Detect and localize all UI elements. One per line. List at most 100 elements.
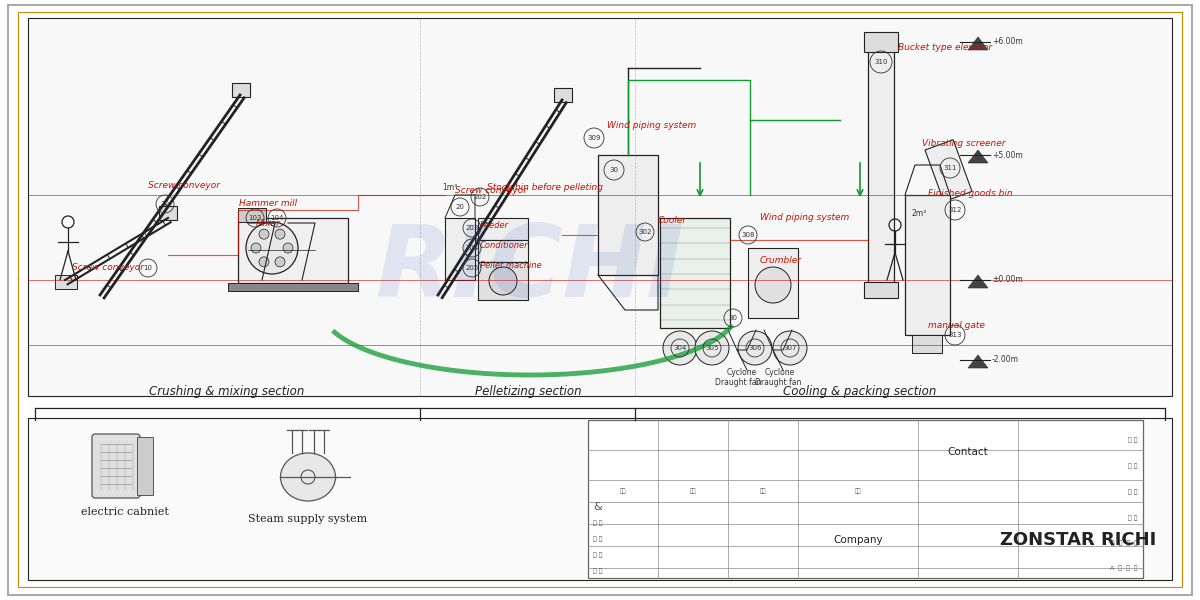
Text: 309: 309 bbox=[587, 135, 601, 141]
Circle shape bbox=[259, 257, 269, 267]
Text: 307: 307 bbox=[784, 345, 797, 351]
Circle shape bbox=[283, 243, 293, 253]
Text: 306: 306 bbox=[749, 345, 762, 351]
Text: +6.00m: +6.00m bbox=[992, 37, 1022, 46]
Text: Wind piping system: Wind piping system bbox=[760, 213, 850, 222]
Polygon shape bbox=[968, 37, 988, 50]
Text: Pelletizing section: Pelletizing section bbox=[475, 385, 581, 398]
Text: 311: 311 bbox=[943, 165, 956, 171]
Text: 10: 10 bbox=[161, 201, 169, 207]
Text: Stock bin before pelleting: Stock bin before pelleting bbox=[487, 183, 604, 192]
Text: 203: 203 bbox=[466, 225, 479, 231]
Text: 205: 205 bbox=[466, 265, 479, 271]
Text: +5.00m: +5.00m bbox=[992, 151, 1022, 160]
Text: 104: 104 bbox=[270, 215, 283, 221]
Text: 制 图: 制 图 bbox=[593, 536, 602, 542]
Text: Screw conveyor: Screw conveyor bbox=[148, 181, 220, 190]
Text: ZONSTAR RICHI: ZONSTAR RICHI bbox=[1000, 531, 1156, 549]
Text: 10: 10 bbox=[144, 265, 152, 271]
Text: Draught fan: Draught fan bbox=[715, 378, 761, 387]
Bar bbox=[28, 18, 1172, 396]
Bar bbox=[228, 283, 358, 291]
Circle shape bbox=[773, 331, 808, 365]
Bar bbox=[912, 335, 942, 353]
Polygon shape bbox=[968, 275, 988, 288]
Text: manual gate: manual gate bbox=[928, 321, 985, 330]
Bar bbox=[55, 275, 77, 289]
Text: Cyclone: Cyclone bbox=[764, 368, 796, 377]
Text: Cooler: Cooler bbox=[658, 216, 686, 225]
Bar bbox=[238, 218, 348, 283]
Bar bbox=[598, 155, 658, 275]
Bar bbox=[238, 208, 266, 222]
Text: Mixer: Mixer bbox=[256, 219, 281, 228]
Bar bbox=[660, 218, 730, 328]
Text: 2m³: 2m³ bbox=[912, 209, 928, 218]
Text: Bucket type elevator: Bucket type elevator bbox=[898, 43, 992, 52]
Text: 图 号: 图 号 bbox=[1128, 437, 1138, 443]
Polygon shape bbox=[968, 150, 988, 163]
Text: Crumbler: Crumbler bbox=[760, 256, 802, 265]
Text: 312: 312 bbox=[948, 207, 961, 213]
Ellipse shape bbox=[281, 453, 336, 501]
Bar bbox=[137, 437, 154, 495]
Bar bbox=[868, 38, 894, 290]
Text: 材 料: 材 料 bbox=[1128, 463, 1138, 469]
Text: Company: Company bbox=[833, 535, 883, 545]
Text: 30: 30 bbox=[728, 315, 738, 321]
Text: A  幅  图  第: A 幅 图 第 bbox=[1110, 565, 1138, 571]
Text: 日期: 日期 bbox=[854, 488, 862, 494]
Circle shape bbox=[246, 222, 298, 274]
Text: Pellet machine: Pellet machine bbox=[480, 260, 541, 269]
Bar bbox=[588, 420, 1142, 578]
Bar bbox=[28, 418, 1172, 580]
Circle shape bbox=[275, 229, 286, 239]
Text: ±0.00m: ±0.00m bbox=[992, 275, 1022, 284]
Text: 313: 313 bbox=[948, 332, 961, 338]
Text: Crushing & mixing section: Crushing & mixing section bbox=[149, 385, 305, 398]
Text: 校 对: 校 对 bbox=[593, 568, 602, 574]
Bar bbox=[905, 195, 950, 335]
Text: 204: 204 bbox=[466, 245, 479, 251]
Text: Cyclone: Cyclone bbox=[727, 368, 757, 377]
Polygon shape bbox=[968, 355, 988, 368]
Text: 标记: 标记 bbox=[619, 488, 626, 494]
Text: Feeder: Feeder bbox=[480, 220, 509, 229]
Text: &: & bbox=[593, 502, 601, 512]
Bar bbox=[748, 248, 798, 318]
Circle shape bbox=[755, 267, 791, 303]
Bar bbox=[445, 218, 475, 280]
Text: electric cabniet: electric cabniet bbox=[82, 507, 169, 517]
Text: 描 图: 描 图 bbox=[593, 552, 602, 557]
Text: 签字: 签字 bbox=[760, 488, 767, 494]
Circle shape bbox=[738, 331, 772, 365]
Text: Draught fan: Draught fan bbox=[755, 378, 802, 387]
Bar bbox=[232, 83, 250, 97]
Bar bbox=[478, 240, 528, 262]
Text: Cooling & packing section: Cooling & packing section bbox=[784, 385, 937, 398]
Bar bbox=[160, 206, 178, 220]
Text: Conditioner: Conditioner bbox=[480, 241, 529, 250]
Text: 处数: 处数 bbox=[690, 488, 696, 494]
Text: 310: 310 bbox=[875, 59, 888, 65]
Text: Screw conveyor: Screw conveyor bbox=[72, 263, 144, 272]
Circle shape bbox=[259, 229, 269, 239]
Text: 302: 302 bbox=[638, 229, 652, 235]
Text: 设 计: 设 计 bbox=[593, 520, 602, 526]
Circle shape bbox=[275, 257, 286, 267]
Text: Vibrating screener: Vibrating screener bbox=[922, 139, 1006, 148]
Circle shape bbox=[662, 331, 697, 365]
Text: 20: 20 bbox=[456, 204, 464, 210]
Text: 308: 308 bbox=[742, 232, 755, 238]
Bar bbox=[554, 88, 572, 102]
Text: 图 名: 图 名 bbox=[1128, 515, 1138, 521]
Text: 比 例: 比 例 bbox=[1128, 489, 1138, 495]
Text: 30: 30 bbox=[610, 167, 618, 173]
Circle shape bbox=[490, 267, 517, 295]
Text: 304: 304 bbox=[673, 345, 686, 351]
Text: Wind piping system: Wind piping system bbox=[607, 121, 696, 130]
FancyBboxPatch shape bbox=[92, 434, 140, 498]
Text: 202: 202 bbox=[473, 194, 487, 200]
Text: -2.00m: -2.00m bbox=[992, 355, 1019, 364]
Text: Hammer mill: Hammer mill bbox=[239, 199, 298, 208]
